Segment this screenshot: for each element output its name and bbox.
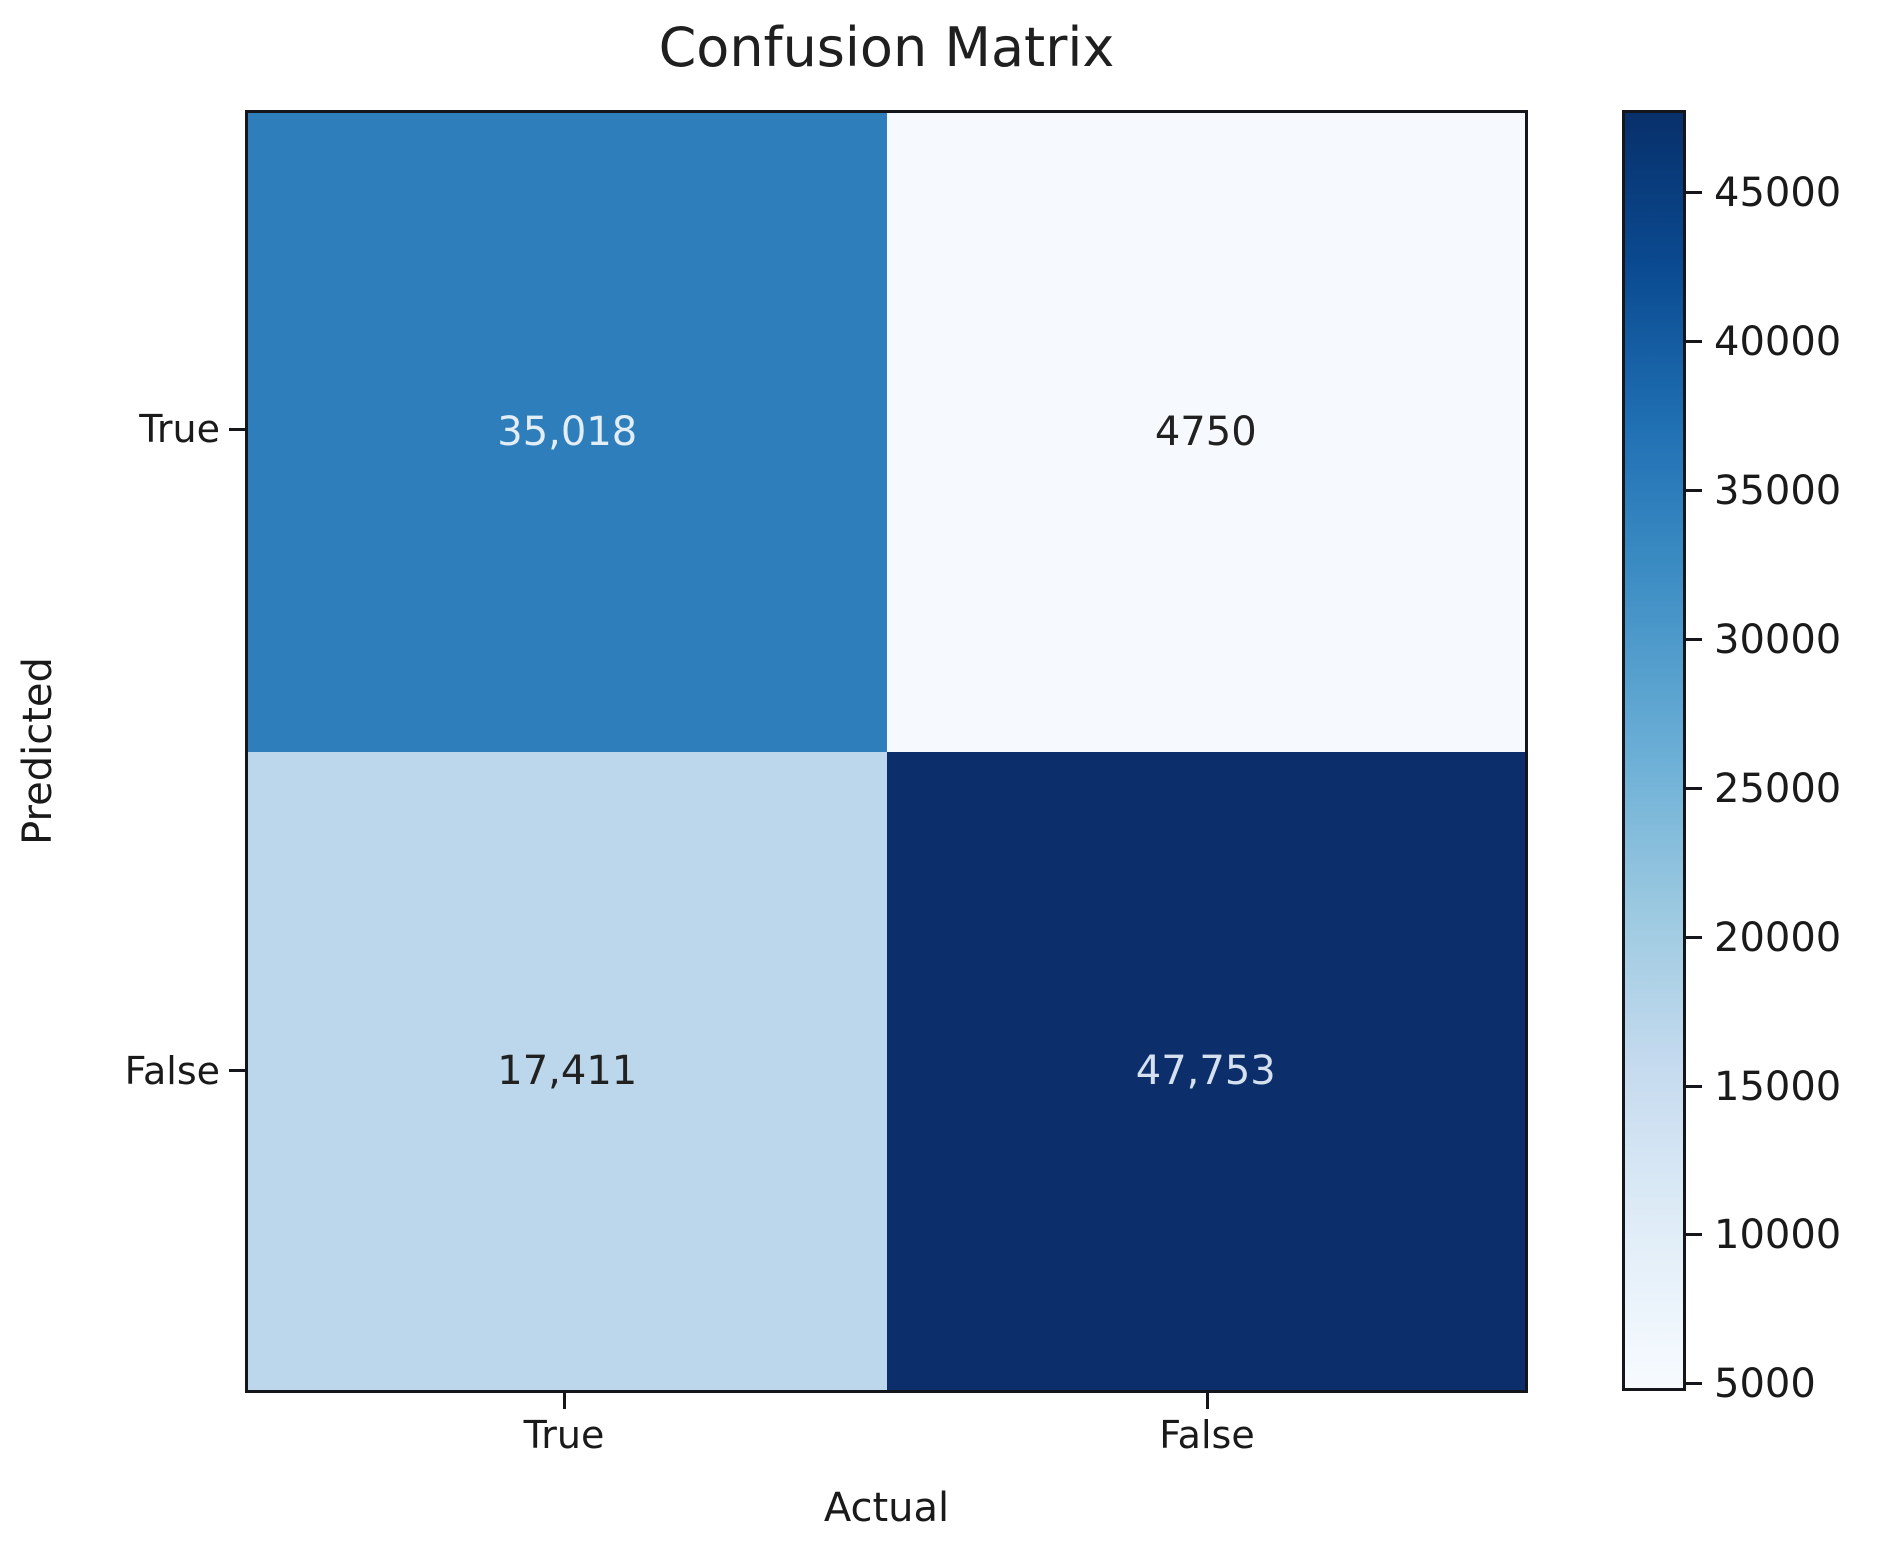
x-axis-label: Actual: [823, 1485, 950, 1531]
colorbar-label-30000: 30000: [1714, 617, 1842, 663]
colorbar-label-15000: 15000: [1714, 1064, 1842, 1110]
y-tick-label-false: False: [124, 1049, 220, 1093]
chart-title: Confusion Matrix: [658, 16, 1115, 79]
colorbar-tick-10000: [1686, 1233, 1702, 1236]
colorbar-label-5000: 5000: [1714, 1361, 1816, 1407]
cell-value: 35,018: [497, 409, 638, 456]
cell-predicted-false-actual-true: 17,411: [248, 751, 887, 1390]
y-axis-label: Predicted: [15, 657, 61, 845]
colorbar-label-25000: 25000: [1714, 766, 1842, 812]
colorbar-label-20000: 20000: [1714, 915, 1842, 961]
y-tick-mark-false: [229, 1069, 245, 1072]
x-tick-mark-true: [563, 1393, 566, 1409]
colorbar-tick-30000: [1686, 638, 1702, 641]
colorbar-tick-45000: [1686, 191, 1702, 194]
x-tick-label-false: False: [1159, 1413, 1255, 1457]
cell-predicted-true-actual-true: 35,018: [248, 113, 887, 752]
colorbar-label-10000: 10000: [1714, 1212, 1842, 1258]
colorbar-tick-5000: [1686, 1382, 1702, 1385]
colorbar-label-45000: 45000: [1714, 170, 1842, 216]
colorbar-tick-15000: [1686, 1085, 1702, 1088]
y-tick-label-true: True: [139, 407, 220, 451]
heatmap-plot-area: 35,018 4750 17,411 47,753: [245, 110, 1528, 1393]
x-tick-mark-false: [1206, 1393, 1209, 1409]
colorbar-tick-25000: [1686, 787, 1702, 790]
colorbar-label-35000: 35000: [1714, 468, 1842, 514]
y-tick-mark-true: [229, 428, 245, 431]
colorbar-tick-40000: [1686, 340, 1702, 343]
colorbar-label-40000: 40000: [1714, 319, 1842, 365]
cell-value: 4750: [1154, 409, 1257, 456]
x-tick-label-true: True: [523, 1413, 605, 1457]
colorbar-tick-35000: [1686, 489, 1702, 492]
colorbar-tick-20000: [1686, 936, 1702, 939]
cell-predicted-true-actual-false: 4750: [886, 113, 1525, 752]
cell-value: 17,411: [497, 1047, 638, 1094]
cell-value: 47,753: [1135, 1047, 1276, 1094]
cell-predicted-false-actual-false: 47,753: [886, 751, 1525, 1390]
colorbar-gradient: [1622, 110, 1686, 1391]
